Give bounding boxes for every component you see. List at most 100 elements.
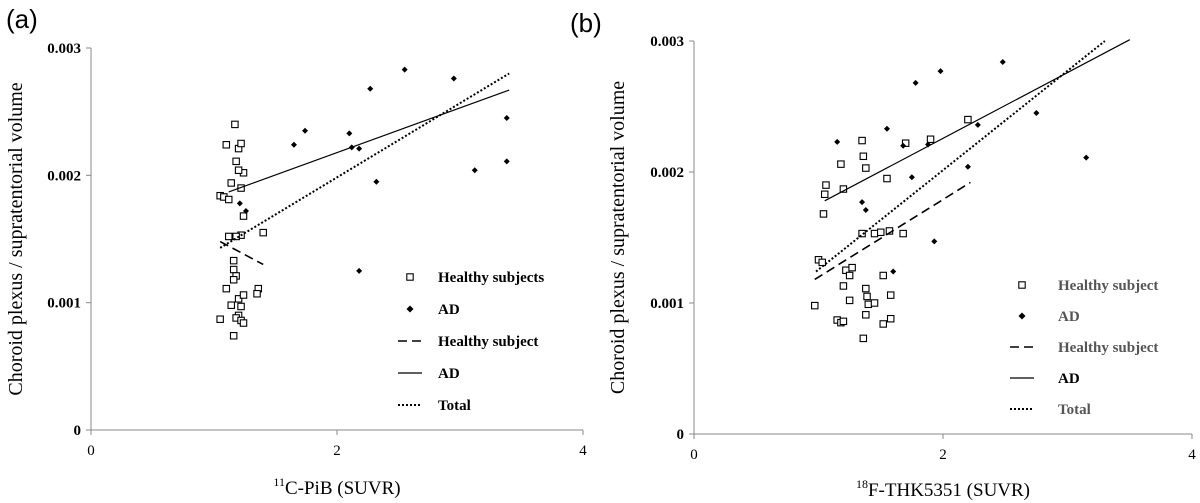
healthy-point [839, 282, 848, 290]
healthy-point [863, 292, 871, 301]
ad-point [999, 58, 1006, 65]
x-tick-label: 0 [690, 447, 698, 463]
panel-label: (a) [6, 4, 38, 34]
healthy-point [259, 228, 267, 237]
ad-point [401, 66, 408, 73]
legend: Healthy subject AD Healthy subject AD Total [1010, 278, 1158, 418]
ad-point [373, 178, 380, 185]
x-axis-label-text: C-PiB (SUVR) [285, 478, 401, 499]
ad-point [937, 68, 944, 75]
series-scatter-1 [834, 58, 1090, 275]
legend-item: AD [1018, 309, 1080, 325]
healthy-point [859, 152, 868, 161]
ad-point [503, 158, 510, 165]
y-tick-label: 0.002 [650, 165, 684, 181]
legend-label: Healthy subjects [438, 270, 544, 286]
healthy-point [899, 229, 907, 238]
legend-label: Healthy subject [438, 334, 538, 350]
legend-item: Total [398, 398, 471, 414]
regression-line-dashed [814, 181, 971, 281]
healthy-point [222, 141, 231, 149]
ad-point [859, 199, 866, 206]
y-tick-label: 0.002 [47, 168, 81, 184]
healthy-point [818, 258, 826, 267]
series-line-2 [219, 240, 264, 266]
ad-point [290, 141, 297, 148]
healthy-point [225, 232, 233, 241]
x-tick-label: 2 [333, 443, 341, 459]
ad-point [242, 207, 249, 214]
series-scatter-0 [216, 120, 267, 340]
series-line-4 [219, 72, 510, 249]
healthy-point [820, 190, 829, 199]
legend-square-icon [406, 273, 414, 281]
healthy-point [229, 275, 238, 284]
ad-point [912, 79, 919, 86]
ad-point [883, 125, 890, 132]
healthy-point [811, 301, 819, 310]
healthy-point [234, 166, 243, 174]
healthy-point [837, 160, 845, 168]
ad-point [367, 85, 374, 92]
ad-point [862, 206, 869, 213]
healthy-point [237, 302, 245, 311]
healthy-point [926, 135, 935, 144]
healthy-point [239, 319, 248, 327]
legend-item: Total [1010, 402, 1091, 418]
healthy-point [886, 291, 895, 299]
y-tick-label: 0.001 [650, 296, 684, 312]
healthy-point [839, 317, 848, 326]
healthy-point [231, 120, 239, 129]
series-line-2 [814, 181, 971, 281]
healthy-point [227, 301, 235, 309]
series-scatter-0 [811, 115, 972, 343]
legend-label: Healthy subject [1058, 278, 1158, 294]
healthy-point [901, 139, 910, 147]
x-axis-label-superscript: 11 [273, 475, 285, 489]
y-tick-label: 0 [677, 427, 685, 443]
legend-item: Healthy subject [1010, 340, 1158, 356]
healthy-point [870, 229, 879, 238]
healthy-point [876, 228, 885, 237]
healthy-point [883, 174, 891, 183]
ad-point [964, 163, 971, 170]
x-axis-label-text: F-THK5351 (SUVR) [868, 480, 1030, 501]
ad-point [356, 267, 363, 274]
panel-b: (b) 0 0.001 0.002 0.003 0 2 4 Choroid plexus / s… [570, 8, 1196, 501]
healthy-point [845, 271, 854, 280]
ad-point [1033, 110, 1040, 117]
ad-point [908, 174, 915, 181]
x-tick-label: 4 [579, 443, 587, 459]
healthy-point [859, 334, 868, 343]
healthy-point [858, 136, 866, 145]
legend-item: AD [398, 366, 460, 382]
healthy-point [862, 164, 870, 172]
ad-point [346, 130, 353, 137]
healthy-point [862, 311, 870, 319]
healthy-point [225, 195, 233, 204]
legend-diamond-icon [1018, 312, 1026, 320]
legend-label: Total [438, 398, 471, 414]
healthy-point [864, 300, 873, 309]
ad-point [900, 142, 907, 149]
y-axis-label: Choroid plexus / supratentorial volume [607, 81, 629, 394]
healthy-point [886, 314, 895, 323]
healthy-point [848, 263, 856, 272]
x-axis-label: 18F-THK5351 (SUVR) [856, 477, 1030, 501]
legend-label: AD [1058, 371, 1080, 387]
ad-point [1083, 154, 1090, 161]
healthy-point [879, 271, 887, 280]
legend-label: Total [1058, 402, 1091, 418]
regression-line-dotted [815, 40, 1106, 273]
healthy-point [229, 332, 238, 340]
regression-line-dashed [219, 240, 264, 266]
healthy-point [862, 284, 870, 293]
x-tick-label: 2 [939, 447, 947, 463]
healthy-point [822, 181, 830, 189]
ad-point [236, 200, 243, 207]
ad-point [931, 238, 938, 245]
healthy-point [879, 320, 887, 328]
regression-line-solid [824, 39, 1131, 202]
legend-label: AD [1058, 309, 1080, 325]
